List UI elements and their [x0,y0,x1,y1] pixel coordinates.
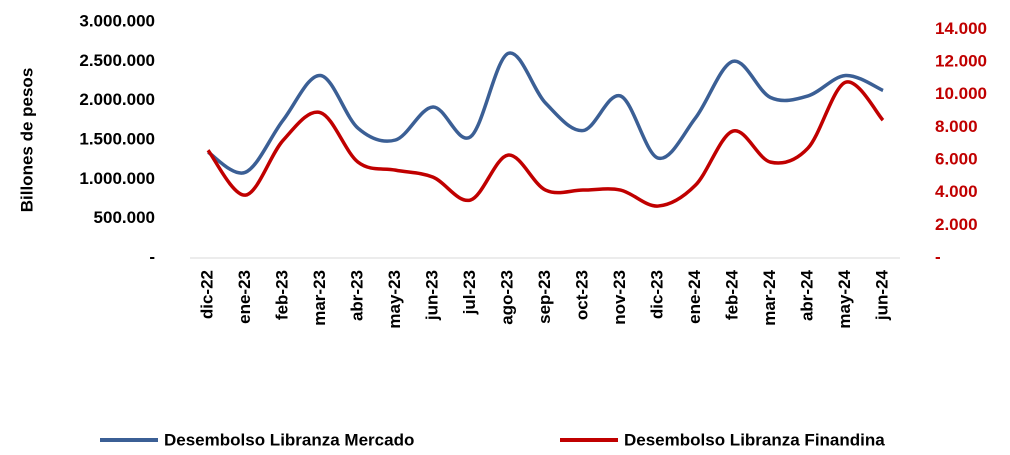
y2-tick-label: 14.000 [935,19,987,38]
series-line [206,80,885,208]
y2-tick-label: - [935,247,941,266]
y-tick-label: 2.500.000 [79,51,155,70]
series-line [207,51,884,175]
y2-tick-label: 4.000 [935,182,978,201]
x-tick-label: feb-23 [272,270,291,320]
x-tick-label: jun-23 [422,270,441,321]
x-tick-label: oct-23 [572,270,591,320]
x-tick-label: abr-24 [797,269,816,321]
legend-label: Desembolso Libranza Finandina [624,430,885,449]
x-tick-label: jun-24 [872,269,891,321]
y-tick-label: 1.500.000 [79,129,155,148]
y-tick-label: 500.000 [94,208,155,227]
x-tick-label: mar-23 [310,270,329,326]
y2-tick-label: 6.000 [935,149,978,168]
x-tick-label: sep-23 [535,270,554,324]
y2-tick-label: 10.000 [935,84,987,103]
y-tick-label: 1.000.000 [79,169,155,188]
x-tick-label: may-23 [385,270,404,329]
y2-tick-label: 2.000 [935,215,978,234]
y-tick-label: 3.000.000 [79,11,155,30]
x-tick-label: ago-23 [497,270,516,325]
x-tick-label: ene-23 [235,270,254,324]
y-axis-label: Billones de pesos [17,68,36,213]
x-tick-label: ene-24 [685,269,704,323]
y-tick-label: - [149,247,155,266]
x-tick-label: abr-23 [347,270,366,321]
x-tick-label: jul-23 [460,270,479,315]
x-tick-label: nov-23 [610,270,629,325]
y-tick-label: 2.000.000 [79,90,155,109]
x-tick-label: feb-24 [722,269,741,320]
x-tick-label: dic-22 [197,270,216,319]
x-tick-label: mar-24 [760,269,779,325]
x-tick-label: may-24 [835,269,854,328]
y2-tick-label: 8.000 [935,117,978,136]
legend-label: Desembolso Libranza Mercado [164,430,414,449]
y2-tick-label: 12.000 [935,51,987,70]
x-tick-label: dic-23 [647,270,666,319]
